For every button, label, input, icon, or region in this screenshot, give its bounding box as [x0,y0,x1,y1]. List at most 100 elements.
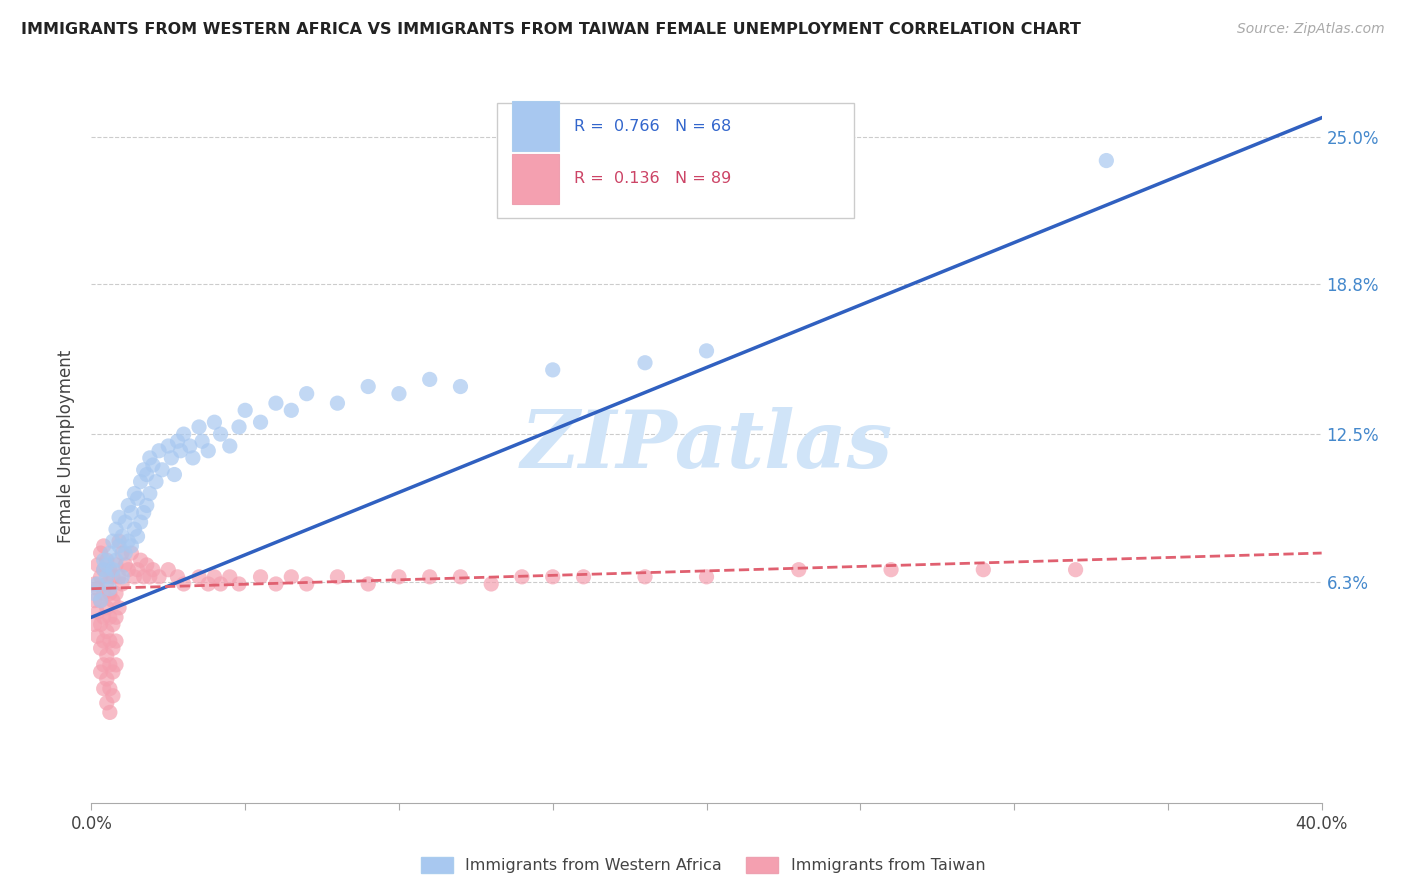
Point [108,600,131,615]
Point [93,553,115,567]
Point [228,577,250,591]
Point [98,706,121,720]
Point [419,570,441,584]
Point [90,546,112,560]
Point [139,570,162,584]
Point [83,593,105,607]
Point [202,570,225,584]
Text: IMMIGRANTS FROM WESTERN AFRICA VS IMMIGRANTS FROM TAIWAN FEMALE UNEMPLOYMENT COR: IMMIGRANTS FROM WESTERN AFRICA VS IMMIGR… [21,22,1081,37]
Point [541,570,564,584]
Point [135,467,157,482]
Point [108,539,131,553]
Point [127,563,149,577]
Point [86,577,108,591]
Point [139,450,162,465]
Point [479,577,502,591]
Point [96,570,118,584]
Point [972,563,994,577]
Point [93,563,115,577]
Point [117,534,139,549]
Point [117,499,139,513]
Point [129,553,152,567]
Point [357,379,380,393]
Point [326,396,349,410]
Point [96,672,118,686]
Point [93,586,115,600]
Text: R =  0.766   N = 68: R = 0.766 N = 68 [574,119,731,134]
Point [449,570,471,584]
Point [101,665,124,679]
Point [105,522,127,536]
Point [98,586,121,600]
Point [135,499,157,513]
Point [101,570,124,584]
Point [114,515,136,529]
Point [880,563,903,577]
Point [357,577,380,591]
Point [280,403,302,417]
Point [1095,153,1118,168]
Point [197,443,219,458]
Point [157,563,180,577]
Point [101,593,124,607]
Point [86,629,108,643]
Point [173,427,195,442]
Point [93,634,115,648]
Point [157,439,180,453]
Point [96,624,118,639]
Point [388,386,411,401]
Point [96,600,118,615]
Y-axis label: Female Unemployment: Female Unemployment [58,350,76,542]
Point [160,450,183,465]
Point [129,515,152,529]
FancyBboxPatch shape [498,103,853,218]
Point [105,634,127,648]
Point [228,420,250,434]
Point [111,577,134,591]
Point [510,570,533,584]
Point [1064,563,1087,577]
Point [117,563,139,577]
Point [132,506,155,520]
Point [120,539,142,553]
Point [90,641,112,656]
Point [93,681,115,696]
Point [166,570,188,584]
Point [108,570,131,584]
FancyBboxPatch shape [512,102,558,152]
Point [787,563,810,577]
Point [90,593,112,607]
Point [129,475,152,489]
Point [326,570,349,584]
Point [142,458,165,472]
Point [218,439,240,453]
Point [98,546,121,560]
Point [108,510,131,524]
Point [142,563,165,577]
Point [541,363,564,377]
Point [105,610,127,624]
Point [249,570,271,584]
Point [295,386,318,401]
Point [388,570,411,584]
Point [93,610,115,624]
Point [295,577,318,591]
Point [572,570,595,584]
Point [166,434,188,449]
Point [202,415,225,429]
Point [101,617,124,632]
Point [696,570,718,584]
Point [101,689,124,703]
Point [96,577,118,591]
Point [96,696,118,710]
Point [135,558,157,572]
Point [449,379,471,393]
Point [120,546,142,560]
Point [145,475,167,489]
Point [233,403,256,417]
Point [90,593,112,607]
Point [173,577,195,591]
Point [114,546,136,560]
Point [634,356,657,370]
Point [96,553,118,567]
